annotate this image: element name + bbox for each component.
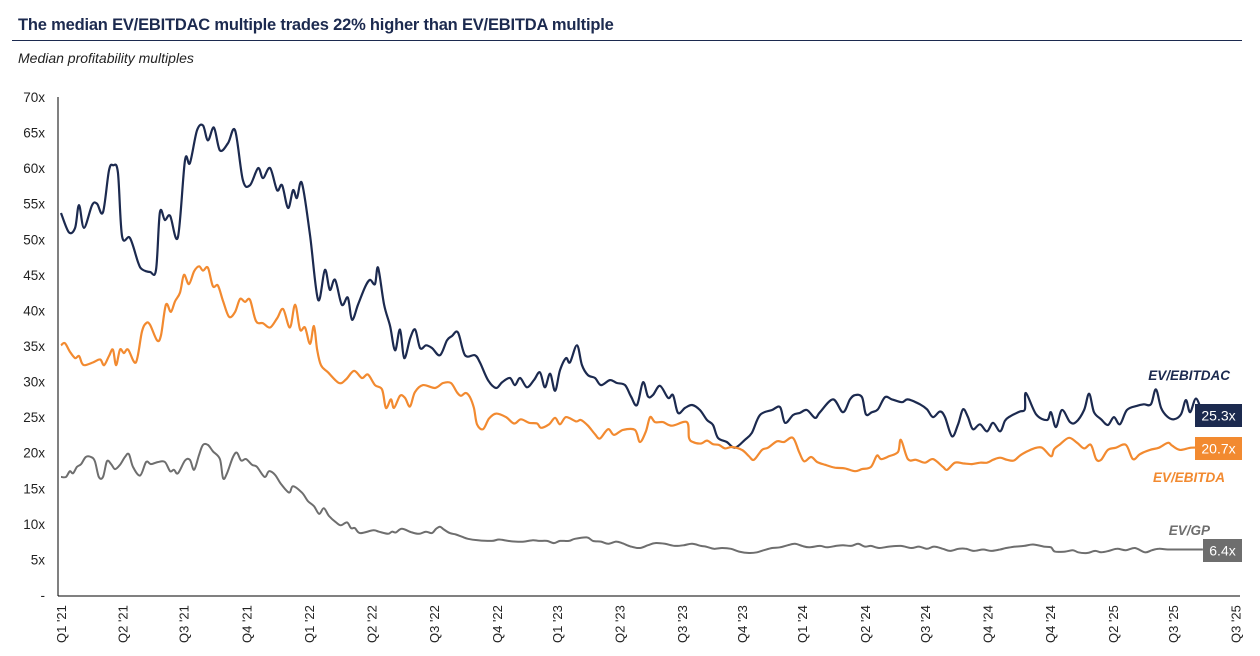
x-tick-label: Q3 '24 [918, 605, 933, 643]
x-tick-label: Q1 '21 [54, 605, 69, 643]
x-tick-label: Q4 '24 [1043, 605, 1058, 643]
x-tick-label: Q2 '21 [115, 605, 130, 643]
y-tick-label: 60x [23, 161, 45, 176]
y-tick-label: 25x [23, 410, 45, 425]
x-tick-label: Q2 '24 [858, 605, 873, 643]
chart-title: The median EV/EBITDAC multiple trades 22… [18, 16, 614, 34]
x-tick-label: Q4 '24 [981, 605, 996, 643]
x-tick-label: Q4 '23 [735, 605, 750, 643]
x-tick-label: Q3 '25 [1166, 605, 1181, 643]
y-tick-label: 5x [31, 552, 46, 567]
y-tick-label: 50x [23, 232, 45, 247]
series-name-ev-ebitda: EV/EBITDA [1153, 470, 1225, 485]
x-tick-label: Q3 '23 [675, 605, 690, 643]
series-line-ev-ebitdac [59, 123, 1204, 449]
end-value-label-ev-ebitdac: 25.3x [1201, 408, 1235, 424]
y-tick-label: - [41, 588, 46, 603]
end-value-label-ev-gp: 6.4x [1209, 543, 1235, 559]
x-tick-label: Q1 '22 [302, 605, 317, 643]
end-value-box-ev-ebitdac [1195, 404, 1242, 427]
x-tick-label: Q2 '25 [1106, 605, 1121, 643]
y-tick-label: 20x [23, 446, 45, 461]
x-tick-label: Q1 '24 [795, 605, 810, 643]
y-tick-label: 45x [23, 268, 45, 283]
x-tick-label: Q2 '23 [613, 605, 628, 643]
x-tick-label: Q4 '22 [490, 605, 505, 643]
series-line-ev-gp [60, 442, 1203, 555]
x-tick-label: Q4 '21 [239, 605, 254, 643]
end-value-box-ev-gp [1203, 539, 1242, 562]
series-name-ev-gp: EV/GP [1169, 523, 1211, 538]
y-tick-label: 15x [23, 481, 45, 496]
series-line-ev-ebitda [60, 265, 1203, 473]
x-tick-label: Q3 '22 [427, 605, 442, 643]
y-tick-labels: - 5x 10x 15x 20x 25x 30x 35x 40x 45x 50x 55x 60x 65x 7… [23, 90, 45, 603]
end-value-label-ev-ebitda: 20.7x [1201, 441, 1235, 457]
y-tick-label: 10x [23, 517, 45, 532]
y-tick-label: 55x [23, 197, 45, 212]
y-tick-label: 70x [23, 90, 45, 105]
y-tick-label: 30x [23, 375, 45, 390]
series-labels: EV/EBITDAC 25.3x EV/EBITDA 20.7x EV/GP 6.4x [1148, 368, 1242, 562]
x-tick-label: Q1 '23 [550, 605, 565, 643]
y-tick-label: 40x [23, 303, 45, 318]
end-value-box-ev-ebitda [1195, 437, 1242, 460]
y-tick-label: 35x [23, 339, 45, 354]
series-name-ev-ebitdac: EV/EBITDAC [1148, 368, 1230, 383]
x-tick-labels: Q1 '21 Q2 '21 Q3 '21 Q4 '21 Q1 '22 Q2 '22 Q3 '… [54, 605, 1244, 643]
title-divider [12, 40, 1242, 41]
series-lines [59, 123, 1204, 555]
x-tick-label: Q2 '22 [365, 605, 380, 643]
y-tick-label: 65x [23, 126, 45, 141]
chart-subtitle: Median profitability multiples [18, 50, 194, 66]
x-tick-label: Q3 '25 [1229, 605, 1244, 643]
x-tick-label: Q3 '21 [177, 605, 192, 643]
